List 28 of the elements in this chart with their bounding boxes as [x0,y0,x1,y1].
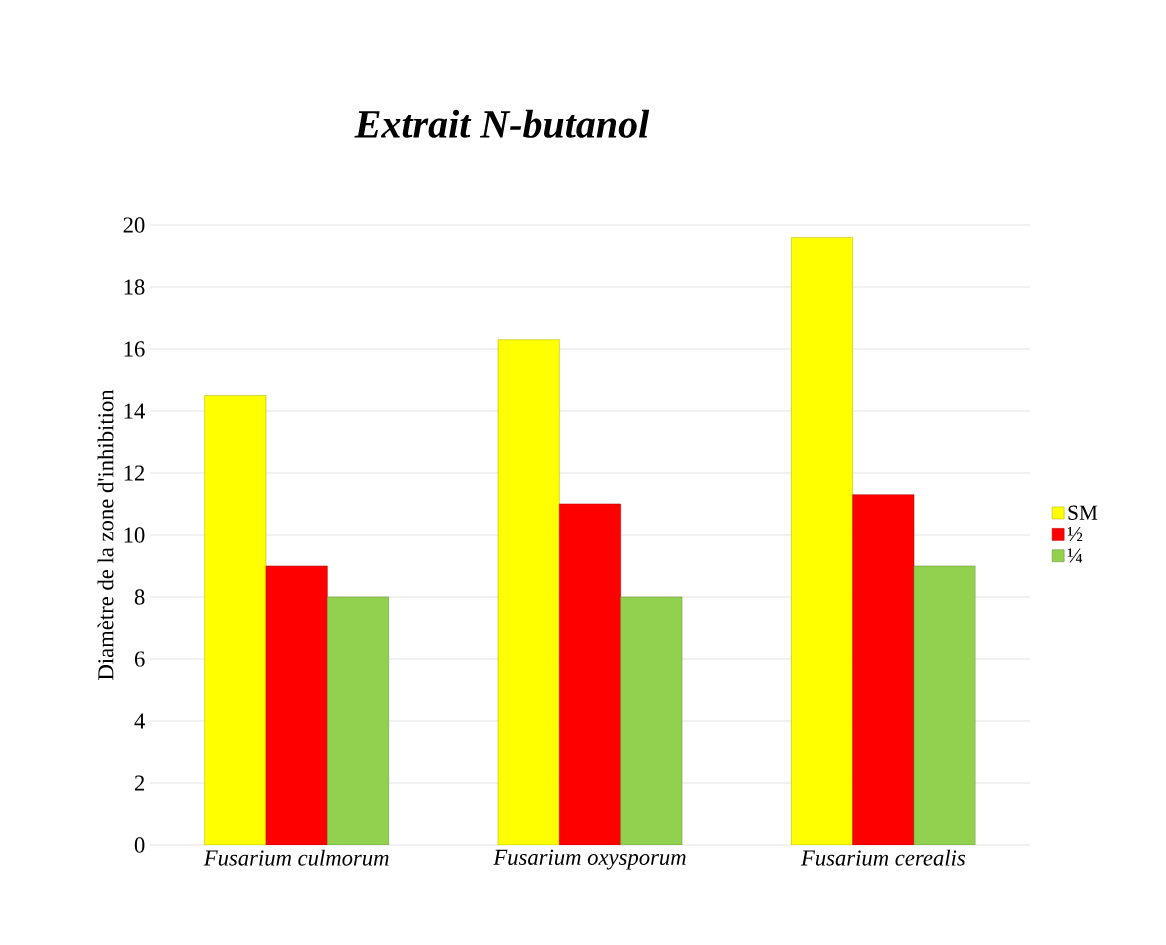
bar [852,494,915,845]
bar [559,503,621,845]
bar [497,339,560,845]
y-tick-label: 20 [123,217,145,233]
y-tick-label: 14 [124,403,145,419]
legend-label: SM [1068,505,1098,520]
bar [265,565,328,845]
legend-label: ¼ [1067,548,1083,563]
legend-label: ½ [1067,527,1083,542]
bar [327,596,389,845]
y-tick-label: 4 [134,713,145,729]
x-tick-label: Fusarium cerealis [800,849,966,866]
y-tick-label: 18 [124,279,145,295]
x-tick-label: Fusarium culmorum [203,849,389,866]
bar [913,565,976,845]
y-tick-label: 0 [134,837,145,853]
bar [791,237,853,845]
y-axis-title: Diamètre de la zone d'inhibition [97,389,114,680]
y-tick-label: 10 [124,527,145,543]
chart-title: Extrait N-butanol [354,109,650,138]
bar [204,395,267,845]
y-tick-label: 8 [134,589,145,605]
y-tick-label: 12 [124,465,145,481]
y-tick-label: 6 [134,651,145,667]
bar [620,596,683,845]
y-tick-label: 16 [124,341,145,357]
x-tick-label: Fusarium oxysporum [493,849,686,870]
y-tick-label: 2 [134,775,145,791]
